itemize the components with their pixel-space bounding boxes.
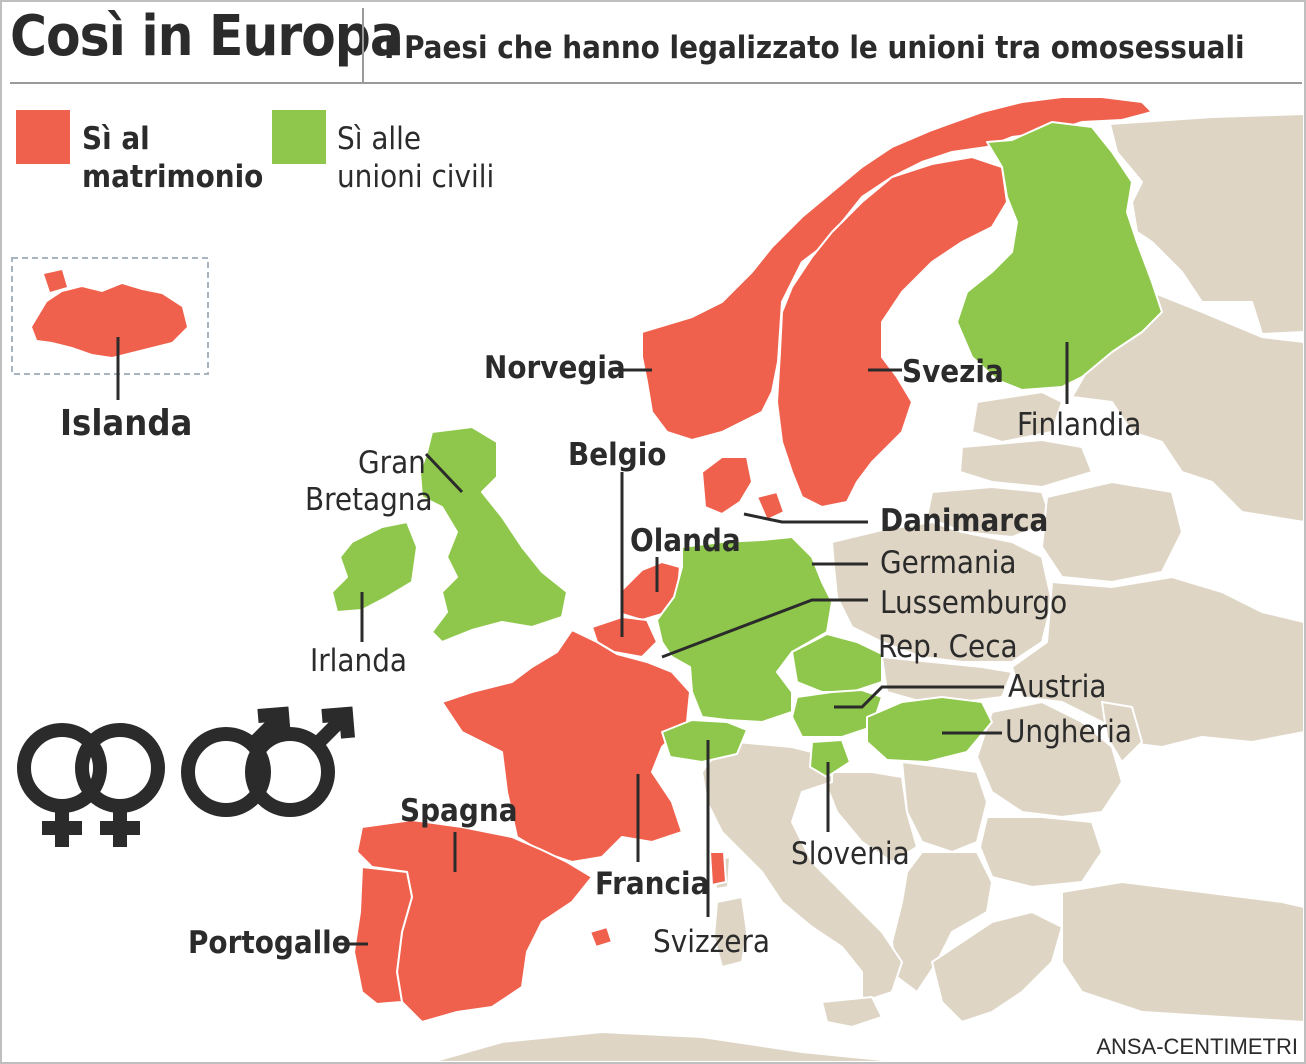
legend-marriage-label: Sì al matrimonio [82,120,263,196]
label-gran-bretagna-2: Bretagna [305,482,433,518]
danimarca-shape [701,456,785,521]
russia-baltic [1071,291,1304,523]
page-title: Così in Europa [10,4,404,69]
label-olanda: Olanda [630,523,741,559]
label-francia: Francia [595,866,710,902]
estonia [971,391,1063,443]
label-spagna: Spagna [400,793,518,829]
label-portogallo: Portogallo [188,925,351,961]
marriage-countries [353,96,1153,1023]
page-subtitle: I Paesi che hanno legalizzato le unioni … [384,30,1245,66]
greece [931,911,1063,1023]
label-ungheria: Ungheria [1005,714,1132,750]
slovenia-shape [809,739,851,778]
gran-bretagna-shape [419,426,568,643]
belarus [1041,481,1183,583]
female-symbols-icon [17,723,165,847]
lithuania [926,486,1053,538]
label-germania: Germania [880,545,1017,581]
irlanda-shape [331,521,418,613]
slovakia [881,656,1013,703]
sardinia [713,896,748,968]
other-countries [431,113,1304,1062]
croatia-bosnia [826,771,918,863]
rep-ceca-shape [791,633,883,693]
legend-marriage-line1: Sì al [82,121,150,157]
corsica-shape [709,851,727,886]
islanda-inset-frame [11,257,209,375]
civil-union-countries [331,121,1163,778]
russia-north [1109,113,1304,335]
label-austria: Austria [1008,669,1107,705]
label-svezia: Svezia [902,354,1004,390]
leader-lines [116,337,1069,946]
legend-civil-union-swatch [272,110,326,164]
credit: ANSA-CENTIMETRI [1096,1034,1298,1059]
legend-civil-union-label: Sì alle unioni civili [337,120,494,196]
label-finlandia: Finlandia [1017,407,1142,443]
romania [976,701,1123,818]
danimarca-leader [743,512,868,524]
serbia [901,761,988,853]
male-symbols-icon [181,706,355,817]
label-islanda: Islanda [60,403,193,444]
latvia [959,439,1093,488]
moldova [1101,701,1143,763]
bulgaria [979,816,1103,888]
germania-shape [656,536,833,723]
header-divider [362,8,364,82]
portogallo-shape [353,866,413,1005]
north-africa [431,1031,903,1062]
baleari-shape [589,926,613,948]
finlandia-shape [956,121,1163,391]
svizzera-shape [661,719,748,763]
label-lussemburgo: Lussemburgo [880,585,1068,621]
ungheria-shape [866,696,993,763]
islanda-shape [32,270,187,357]
legend-civil-union-line2: unioni civili [337,159,495,195]
svezia-shape [776,156,1008,508]
legend-civil-union-line1: Sì alle [337,121,422,157]
label-irlanda: Irlanda [310,643,407,679]
legend-marriage-swatch [16,110,70,164]
lussemburgo-leader [661,598,868,659]
poland [831,521,1053,663]
turkey [1061,881,1304,1023]
label-rep-ceca: Rep. Ceca [878,629,1018,665]
label-svizzera: Svizzera [653,924,770,960]
legend-marriage-line2: matrimonio [82,159,264,195]
balkans-south [891,851,993,993]
ukraine [1011,576,1304,748]
austria-leader [834,685,1004,709]
norvegia-shape [641,96,1153,441]
label-gran-bretagna-1: Gran [358,445,426,481]
sicily [821,996,883,1028]
francia-shape [441,629,691,863]
gran-bretagna-leader [424,452,464,494]
label-norvegia: Norvegia [484,350,626,386]
label-slovenia: Slovenia [791,836,910,872]
label-belgio: Belgio [568,437,667,473]
header-rule [10,82,1302,84]
label-danimarca: Danimarca [880,503,1049,539]
